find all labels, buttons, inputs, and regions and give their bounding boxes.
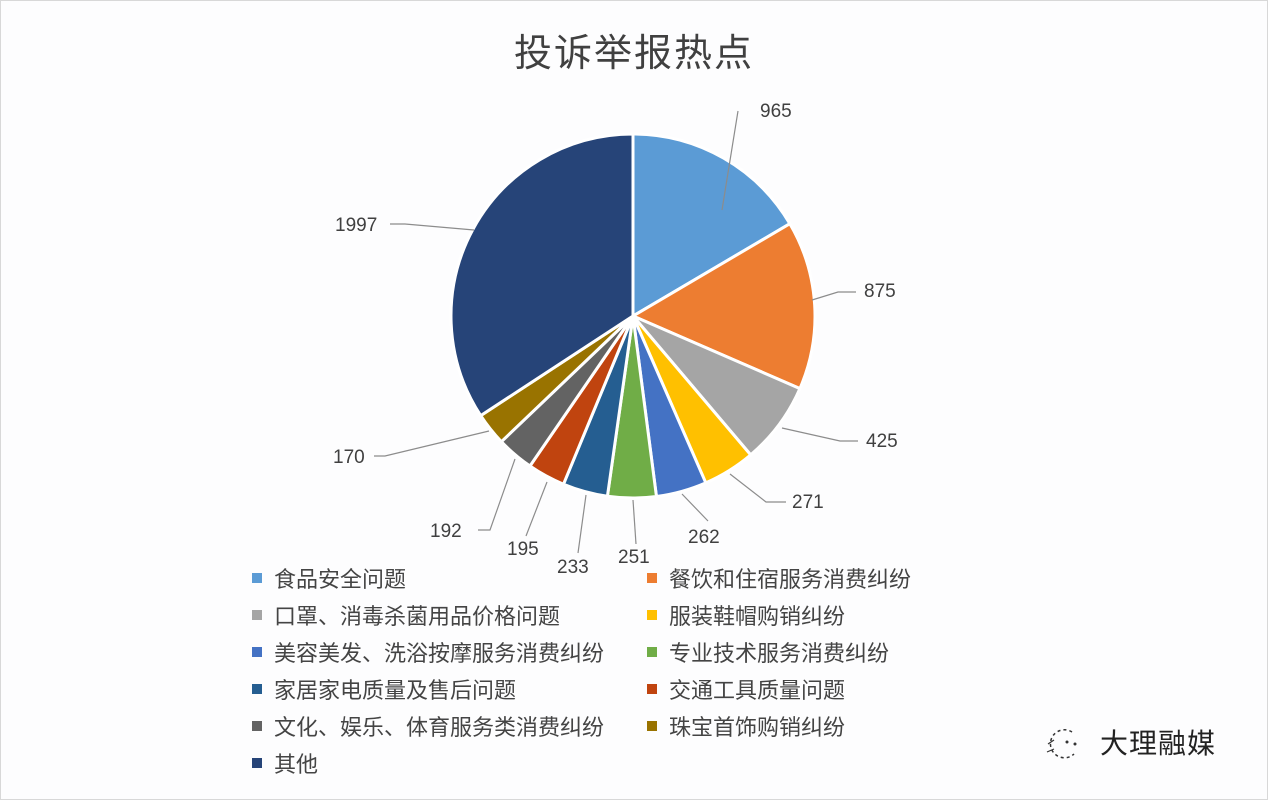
data-label: 1997 bbox=[335, 215, 377, 236]
legend-item: 交通工具质量问题 bbox=[647, 673, 967, 705]
legend-swatch-icon bbox=[647, 721, 657, 731]
leader-line bbox=[781, 427, 858, 442]
leader-line bbox=[811, 291, 856, 301]
legend-swatch-icon bbox=[647, 684, 657, 694]
legend-swatch-icon bbox=[647, 573, 657, 583]
data-label: 271 bbox=[792, 492, 824, 513]
legend-item: 文化、娱乐、体育服务类消费纠纷 bbox=[252, 710, 647, 742]
leader-line bbox=[374, 430, 490, 457]
legend-label: 服装鞋帽购销纠纷 bbox=[669, 605, 846, 630]
wechat-official-account-icon bbox=[1046, 729, 1077, 759]
legend-label: 交通工具质量问题 bbox=[669, 679, 846, 704]
legend-swatch-icon bbox=[252, 647, 262, 657]
data-label: 425 bbox=[866, 431, 898, 452]
data-label: 965 bbox=[760, 101, 792, 122]
leader-line bbox=[721, 110, 739, 211]
data-label: 192 bbox=[430, 521, 462, 542]
legend-swatch-icon bbox=[252, 721, 262, 731]
pie-slice bbox=[631, 132, 792, 319]
legend-label: 专业技术服务消费纠纷 bbox=[669, 642, 890, 667]
data-label: 251 bbox=[618, 547, 650, 568]
chart-title: 投诉举报热点 bbox=[513, 31, 754, 75]
data-label: 233 bbox=[557, 557, 589, 578]
legend-item: 美容美发、洗浴按摩服务消费纠纷 bbox=[252, 636, 647, 668]
legend-swatch-icon bbox=[252, 610, 262, 620]
leader-line bbox=[681, 493, 709, 522]
legend-swatch-icon bbox=[647, 647, 657, 657]
watermark-text: 大理融媒 bbox=[1100, 727, 1217, 760]
legend-item: 食品安全问题 bbox=[252, 562, 647, 594]
legend-item: 口罩、消毒杀菌用品价格问题 bbox=[252, 599, 647, 631]
legend-label: 口罩、消毒杀菌用品价格问题 bbox=[274, 605, 561, 630]
leader-line bbox=[632, 499, 637, 545]
leader-line bbox=[478, 458, 516, 531]
leader-line bbox=[525, 481, 548, 537]
legend-label: 家居家电质量及售后问题 bbox=[274, 679, 517, 704]
legend-label: 美容美发、洗浴按摩服务消费纠纷 bbox=[274, 642, 605, 667]
legend-swatch-icon bbox=[252, 684, 262, 694]
legend-label: 其他 bbox=[274, 753, 319, 778]
legend-swatch-icon bbox=[252, 573, 262, 583]
legend-label: 餐饮和住宿服务消费纠纷 bbox=[669, 568, 912, 593]
legend-item: 其他 bbox=[252, 747, 647, 779]
leader-line bbox=[390, 223, 475, 231]
data-label: 262 bbox=[688, 527, 720, 548]
pie-slice bbox=[629, 221, 817, 391]
legend-label: 文化、娱乐、体育服务类消费纠纷 bbox=[274, 716, 605, 741]
legend-swatch-icon bbox=[252, 758, 262, 768]
watermark: 大理融媒 bbox=[1042, 722, 1216, 762]
data-label: 875 bbox=[864, 281, 896, 302]
legend-item: 专业技术服务消费纠纷 bbox=[647, 636, 967, 668]
chart-legend: 食品安全问题 餐饮和住宿服务消费纠纷口罩、消毒杀菌用品价格问题 服装鞋帽购销纠纷美容… bbox=[252, 562, 972, 779]
legend-item: 家居家电质量及售后问题 bbox=[252, 673, 647, 705]
data-label: 170 bbox=[333, 447, 365, 468]
legend-item: 餐饮和住宿服务消费纠纷 bbox=[647, 562, 967, 594]
leader-line bbox=[729, 473, 786, 503]
legend-label: 食品安全问题 bbox=[274, 568, 407, 593]
leader-line bbox=[577, 494, 587, 554]
legend-label: 珠宝首饰购销纠纷 bbox=[669, 716, 846, 741]
legend-swatch-icon bbox=[647, 610, 657, 620]
legend-item: 珠宝首饰购销纠纷 bbox=[647, 710, 967, 742]
legend-item: 服装鞋帽购销纠纷 bbox=[647, 599, 967, 631]
data-label: 195 bbox=[507, 539, 539, 560]
